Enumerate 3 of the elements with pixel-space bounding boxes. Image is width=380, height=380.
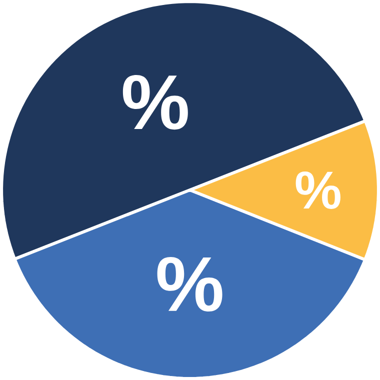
- data-label: %: [296, 171, 340, 209]
- data-label: %: [122, 75, 188, 130]
- data-label: %: [157, 256, 222, 312]
